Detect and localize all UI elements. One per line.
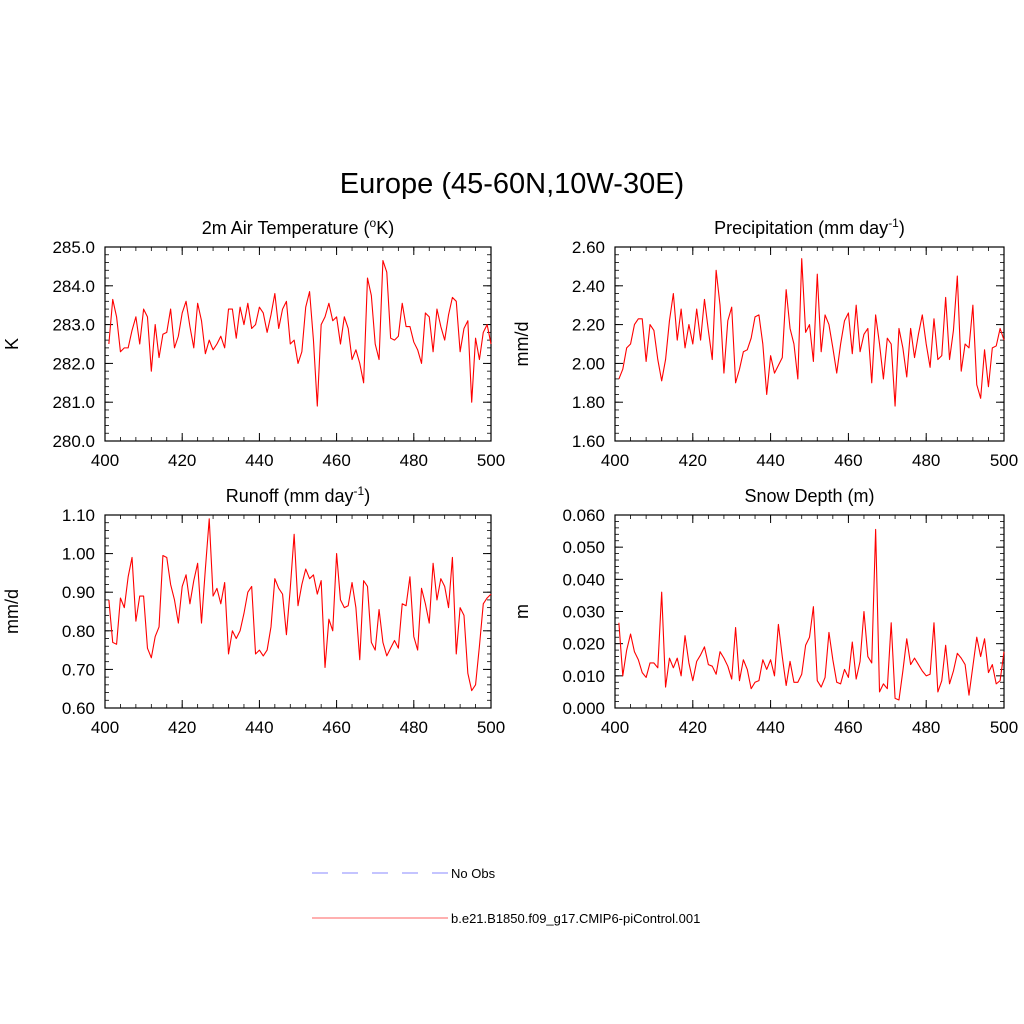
y-tick-label: 1.10 bbox=[62, 506, 95, 525]
y-tick-label: 0.000 bbox=[562, 699, 605, 718]
y-tick-label: 2.20 bbox=[572, 316, 605, 335]
x-tick-label: 420 bbox=[168, 451, 196, 470]
y-tick-label: 0.040 bbox=[562, 570, 605, 589]
y-tick-label: 0.050 bbox=[562, 538, 605, 557]
y-tick-label: 2.60 bbox=[572, 238, 605, 257]
y-axis-label-runoff: mm/d bbox=[2, 589, 22, 634]
y-tick-label: 285.0 bbox=[52, 238, 95, 257]
plot-frame-air-temperature bbox=[104, 246, 492, 442]
x-tick-label: 400 bbox=[601, 718, 629, 737]
x-tick-label: 420 bbox=[168, 718, 196, 737]
panel-runoff: Runoff (mm day-1) 400 420 440 460 480 500 0.60 0… bbox=[2, 484, 505, 737]
y-axis-label-snow-depth: m bbox=[512, 604, 532, 619]
x-tick-label: 440 bbox=[245, 718, 273, 737]
y-tick-label: 0.020 bbox=[562, 635, 605, 654]
y-tick-label: 0.030 bbox=[562, 603, 605, 622]
panel-title-air-temperature: 2m Air Temperature (oK) bbox=[202, 216, 394, 238]
x-tick-label: 500 bbox=[990, 451, 1018, 470]
x-tick-label: 460 bbox=[834, 718, 862, 737]
x-tick-label: 480 bbox=[912, 718, 940, 737]
x-tick-label: 400 bbox=[91, 718, 119, 737]
panel-title-precipitation: Precipitation (mm day-1) bbox=[714, 216, 905, 238]
x-tick-label: 440 bbox=[756, 718, 784, 737]
x-tick-label: 460 bbox=[322, 718, 350, 737]
y-tick-label: 283.0 bbox=[52, 316, 95, 335]
y-axis-label-precipitation: mm/d bbox=[512, 322, 532, 367]
x-tick-label: 500 bbox=[477, 718, 505, 737]
x-tick-label: 400 bbox=[91, 451, 119, 470]
y-tick-label: 1.80 bbox=[572, 393, 605, 412]
x-tick-label: 460 bbox=[834, 451, 862, 470]
x-tick-label: 480 bbox=[400, 451, 428, 470]
plot-frame-precipitation bbox=[614, 246, 1005, 442]
x-tick-label: 460 bbox=[322, 451, 350, 470]
y-tick-label: 1.60 bbox=[572, 432, 605, 451]
series-line-snow-depth bbox=[618, 528, 1005, 701]
panel-title-snow-depth: Snow Depth (m) bbox=[744, 486, 874, 506]
series-line-air-temperature bbox=[108, 260, 492, 407]
series-line-precipitation bbox=[618, 258, 1005, 407]
y-tick-label: 281.0 bbox=[52, 393, 95, 412]
y-tick-label: 0.70 bbox=[62, 660, 95, 679]
y-tick-label: 2.40 bbox=[572, 277, 605, 296]
panels: 2m Air Temperature (oK) 400 420 440 460 480 50… bbox=[2, 216, 1018, 737]
y-tick-label: 2.00 bbox=[572, 354, 605, 373]
x-tick-label: 480 bbox=[400, 718, 428, 737]
y-tick-label: 0.010 bbox=[562, 667, 605, 686]
x-tick-label: 400 bbox=[601, 451, 629, 470]
legend-label-model: b.e21.B1850.f09_g17.CMIP6-piControl.001 bbox=[451, 911, 700, 926]
series-line-runoff bbox=[108, 518, 492, 692]
y-tick-label: 1.00 bbox=[62, 545, 95, 564]
x-tick-label: 500 bbox=[477, 451, 505, 470]
figure-title: Europe (45-60N,10W-30E) bbox=[340, 168, 684, 200]
plot-frame-runoff bbox=[104, 514, 492, 709]
y-axis-label-air-temperature: K bbox=[2, 338, 22, 350]
y-tick-label: 0.060 bbox=[562, 506, 605, 525]
panel-precipitation: Precipitation (mm day-1) 400 420 440 460 480 5… bbox=[512, 216, 1018, 470]
y-tick-label: 0.80 bbox=[62, 622, 95, 641]
x-tick-label: 440 bbox=[245, 451, 273, 470]
plot-frame-snow-depth bbox=[614, 514, 1005, 709]
y-tick-label: 284.0 bbox=[52, 277, 95, 296]
panel-air-temperature: 2m Air Temperature (oK) 400 420 440 460 480 50… bbox=[2, 216, 505, 470]
x-tick-label: 420 bbox=[679, 451, 707, 470]
x-tick-label: 500 bbox=[990, 718, 1018, 737]
x-tick-label: 420 bbox=[679, 718, 707, 737]
panel-title-runoff: Runoff (mm day-1) bbox=[226, 484, 370, 506]
legend: No Obs b.e21.B1850.f09_g17.CMIP6-piContr… bbox=[312, 866, 700, 926]
x-tick-label: 440 bbox=[756, 451, 784, 470]
x-tick-label: 480 bbox=[912, 451, 940, 470]
y-tick-label: 280.0 bbox=[52, 432, 95, 451]
y-tick-label: 0.60 bbox=[62, 699, 95, 718]
legend-label-obs: No Obs bbox=[451, 866, 496, 881]
panel-snow-depth: Snow Depth (m) 400 420 440 460 480 500 0.000 0.0… bbox=[512, 486, 1018, 737]
y-tick-label: 282.0 bbox=[52, 354, 95, 373]
y-tick-label: 0.90 bbox=[62, 583, 95, 602]
